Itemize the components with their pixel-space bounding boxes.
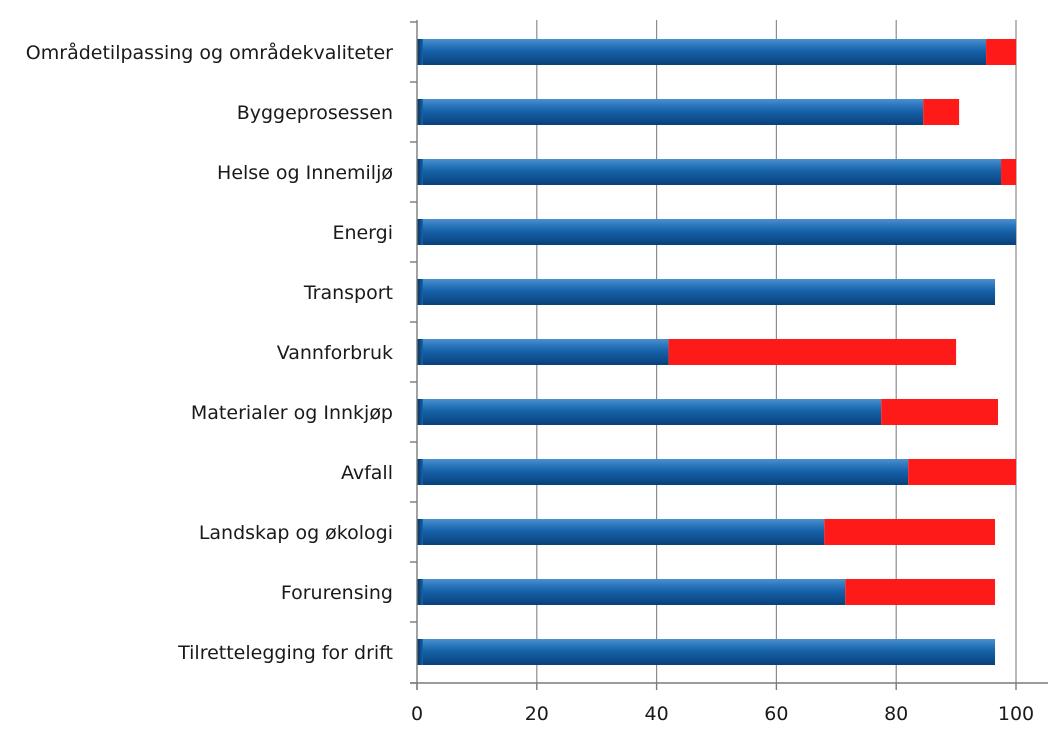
bar-segment-blue-edge — [417, 99, 423, 125]
x-tick-label: 60 — [764, 703, 788, 725]
bar-segment-blue — [417, 339, 669, 365]
bar-segment-blue — [417, 399, 882, 425]
category-label: Avfall — [341, 462, 393, 484]
bar-segment-blue-edge — [417, 459, 423, 485]
x-tick-label: 40 — [645, 703, 669, 725]
bar-segment-blue-edge — [417, 579, 423, 605]
x-tick-label: 80 — [884, 703, 908, 725]
bar-segment-blue-edge — [417, 399, 423, 425]
bar-segment-blue-edge — [417, 519, 423, 545]
bar-layer — [417, 39, 1016, 665]
bar-segment-blue — [417, 219, 1016, 245]
category-label: Områdetilpassing og områdekvaliteter — [26, 41, 393, 64]
bar-segment-blue — [417, 579, 846, 605]
bar-segment-blue — [417, 279, 996, 305]
bar-segment-blue — [417, 99, 924, 125]
category-label: Vannforbruk — [277, 342, 393, 364]
bar-segment-blue-edge — [417, 279, 423, 305]
bar-segment-red — [923, 99, 960, 125]
category-label: Materialer og Innkjøp — [191, 402, 393, 424]
bar-segment-blue-edge — [417, 159, 423, 185]
category-label: Transport — [303, 282, 393, 304]
bar-segment-blue-edge — [417, 639, 423, 665]
bar-segment-blue — [417, 519, 825, 545]
bar-segment-red — [668, 339, 957, 365]
category-label: Byggeprosessen — [237, 102, 393, 124]
bar-segment-blue-edge — [417, 219, 423, 245]
bar-segment-blue — [417, 459, 909, 485]
axis-layer — [410, 20, 1048, 690]
category-label: Forurensing — [281, 582, 393, 604]
bar-segment-red — [845, 579, 996, 605]
x-tick-label: 0 — [411, 703, 423, 725]
x-tick-label: 20 — [525, 703, 549, 725]
bar-segment-red — [908, 459, 1016, 485]
bar-segment-blue — [417, 39, 987, 65]
bar-segment-red — [881, 399, 999, 425]
bar-segment-blue — [417, 159, 1002, 185]
bar-segment-red — [1001, 159, 1016, 185]
label-layer: 0 20 40 60 80 100 Områdetilpassing og områdekv… — [26, 41, 1034, 725]
category-label: Energi — [332, 222, 393, 244]
category-label: Tilrettelegging for drift — [177, 642, 393, 664]
category-label: Helse og Innemiljø — [217, 162, 393, 184]
bar-segment-red — [824, 519, 996, 545]
category-label: Landskap og økologi — [199, 522, 393, 544]
bar-segment-blue-edge — [417, 39, 423, 65]
bar-segment-red — [986, 39, 1016, 65]
bar-segment-blue — [417, 639, 996, 665]
bar-segment-blue-edge — [417, 339, 423, 365]
x-tick-label: 100 — [998, 703, 1034, 725]
